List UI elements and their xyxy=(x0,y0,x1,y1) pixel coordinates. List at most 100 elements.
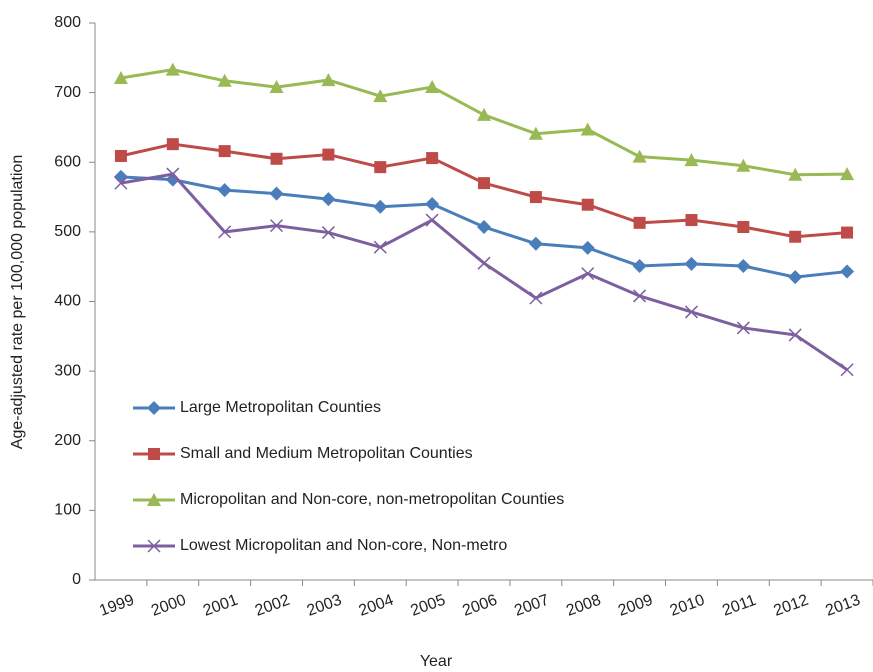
x-tick-label: 2012 xyxy=(771,592,810,620)
marker xyxy=(165,62,180,76)
marker xyxy=(114,149,127,162)
marker-shape xyxy=(114,149,127,162)
marker-shape xyxy=(840,363,854,377)
marker-shape xyxy=(322,148,335,161)
marker xyxy=(736,158,751,172)
marker-shape xyxy=(425,197,440,212)
marker xyxy=(736,258,751,273)
marker xyxy=(632,258,647,273)
marker-shape xyxy=(425,80,440,94)
marker-shape xyxy=(478,177,490,190)
marker-shape xyxy=(321,226,335,240)
marker-shape xyxy=(270,219,284,233)
marker xyxy=(270,152,283,165)
y-tick-label: 0 xyxy=(72,571,81,588)
marker-shape xyxy=(528,236,543,251)
marker xyxy=(841,226,854,239)
marker-shape xyxy=(633,289,647,303)
marker xyxy=(840,167,855,181)
y-tick-label: 600 xyxy=(54,153,81,170)
x-tick-label: 2000 xyxy=(149,592,188,620)
marker-shape xyxy=(166,167,180,181)
marker xyxy=(633,216,646,229)
marker xyxy=(684,305,698,319)
marker xyxy=(114,176,128,190)
marker xyxy=(684,256,699,271)
marker xyxy=(788,270,803,285)
marker xyxy=(788,167,803,181)
marker xyxy=(166,167,180,181)
y-tick-label: 400 xyxy=(54,293,81,310)
marker-shape xyxy=(477,256,491,270)
marker-shape xyxy=(269,80,284,94)
marker-shape xyxy=(218,225,232,239)
legend-label: Lowest Micropolitan and Non-core, Non-me… xyxy=(180,537,507,554)
marker-shape xyxy=(840,264,855,279)
marker xyxy=(218,225,232,239)
marker xyxy=(685,214,698,227)
marker xyxy=(426,152,439,165)
x-tick-label: 2013 xyxy=(823,592,862,620)
marker-shape xyxy=(321,192,336,207)
y-tick-label: 500 xyxy=(54,223,81,240)
marker-shape xyxy=(147,401,161,415)
marker xyxy=(736,321,750,335)
legend-label: Small and Medium Metropolitan Counties xyxy=(180,445,473,462)
marker-shape xyxy=(321,73,336,87)
marker-shape xyxy=(736,158,751,172)
marker xyxy=(148,448,160,460)
marker xyxy=(147,539,161,553)
marker-shape xyxy=(217,73,232,87)
marker-shape xyxy=(581,267,595,281)
marker xyxy=(478,177,490,190)
marker-shape xyxy=(632,149,647,163)
marker xyxy=(528,126,543,140)
marker xyxy=(373,240,387,254)
marker-shape xyxy=(148,448,160,460)
marker-shape xyxy=(529,191,542,204)
marker-shape xyxy=(114,176,128,190)
marker-shape xyxy=(270,152,283,165)
marker-shape xyxy=(218,145,231,158)
marker xyxy=(581,198,594,211)
x-tick-label: 2004 xyxy=(357,592,396,620)
marker xyxy=(477,107,491,121)
y-tick-label: 200 xyxy=(54,432,81,449)
marker xyxy=(321,192,336,207)
marker-shape xyxy=(373,240,387,254)
marker xyxy=(477,220,491,235)
marker-shape xyxy=(147,493,161,506)
marker xyxy=(270,219,284,233)
marker xyxy=(633,289,647,303)
marker-shape xyxy=(373,89,388,103)
marker xyxy=(477,256,491,270)
x-tick-label: 1999 xyxy=(97,592,136,620)
marker xyxy=(581,267,595,281)
marker xyxy=(425,80,440,94)
marker-shape xyxy=(373,199,388,214)
marker-shape xyxy=(426,152,439,165)
marker-shape xyxy=(580,240,595,255)
marker-shape xyxy=(684,305,698,319)
x-tick-label: 2003 xyxy=(305,592,344,620)
y-tick-label: 800 xyxy=(54,14,81,31)
x-tick-label: 2008 xyxy=(564,592,603,620)
legend-label: Large Metropolitan Counties xyxy=(180,399,381,416)
marker-shape xyxy=(840,167,855,181)
marker xyxy=(580,122,595,136)
marker-shape xyxy=(269,186,284,201)
marker xyxy=(840,363,854,377)
marker-shape xyxy=(580,122,595,136)
marker xyxy=(737,221,750,234)
y-tick-label: 300 xyxy=(54,362,81,379)
marker xyxy=(321,226,335,240)
y-tick-label: 700 xyxy=(54,84,81,101)
marker-shape xyxy=(113,71,128,85)
marker xyxy=(218,145,231,158)
y-axis-title: Age-adjusted rate per 100,000 population xyxy=(9,155,26,449)
marker xyxy=(425,213,439,227)
marker-shape xyxy=(788,270,803,285)
y-tick-label: 100 xyxy=(54,502,81,519)
marker xyxy=(269,80,284,94)
marker-shape xyxy=(788,328,802,342)
